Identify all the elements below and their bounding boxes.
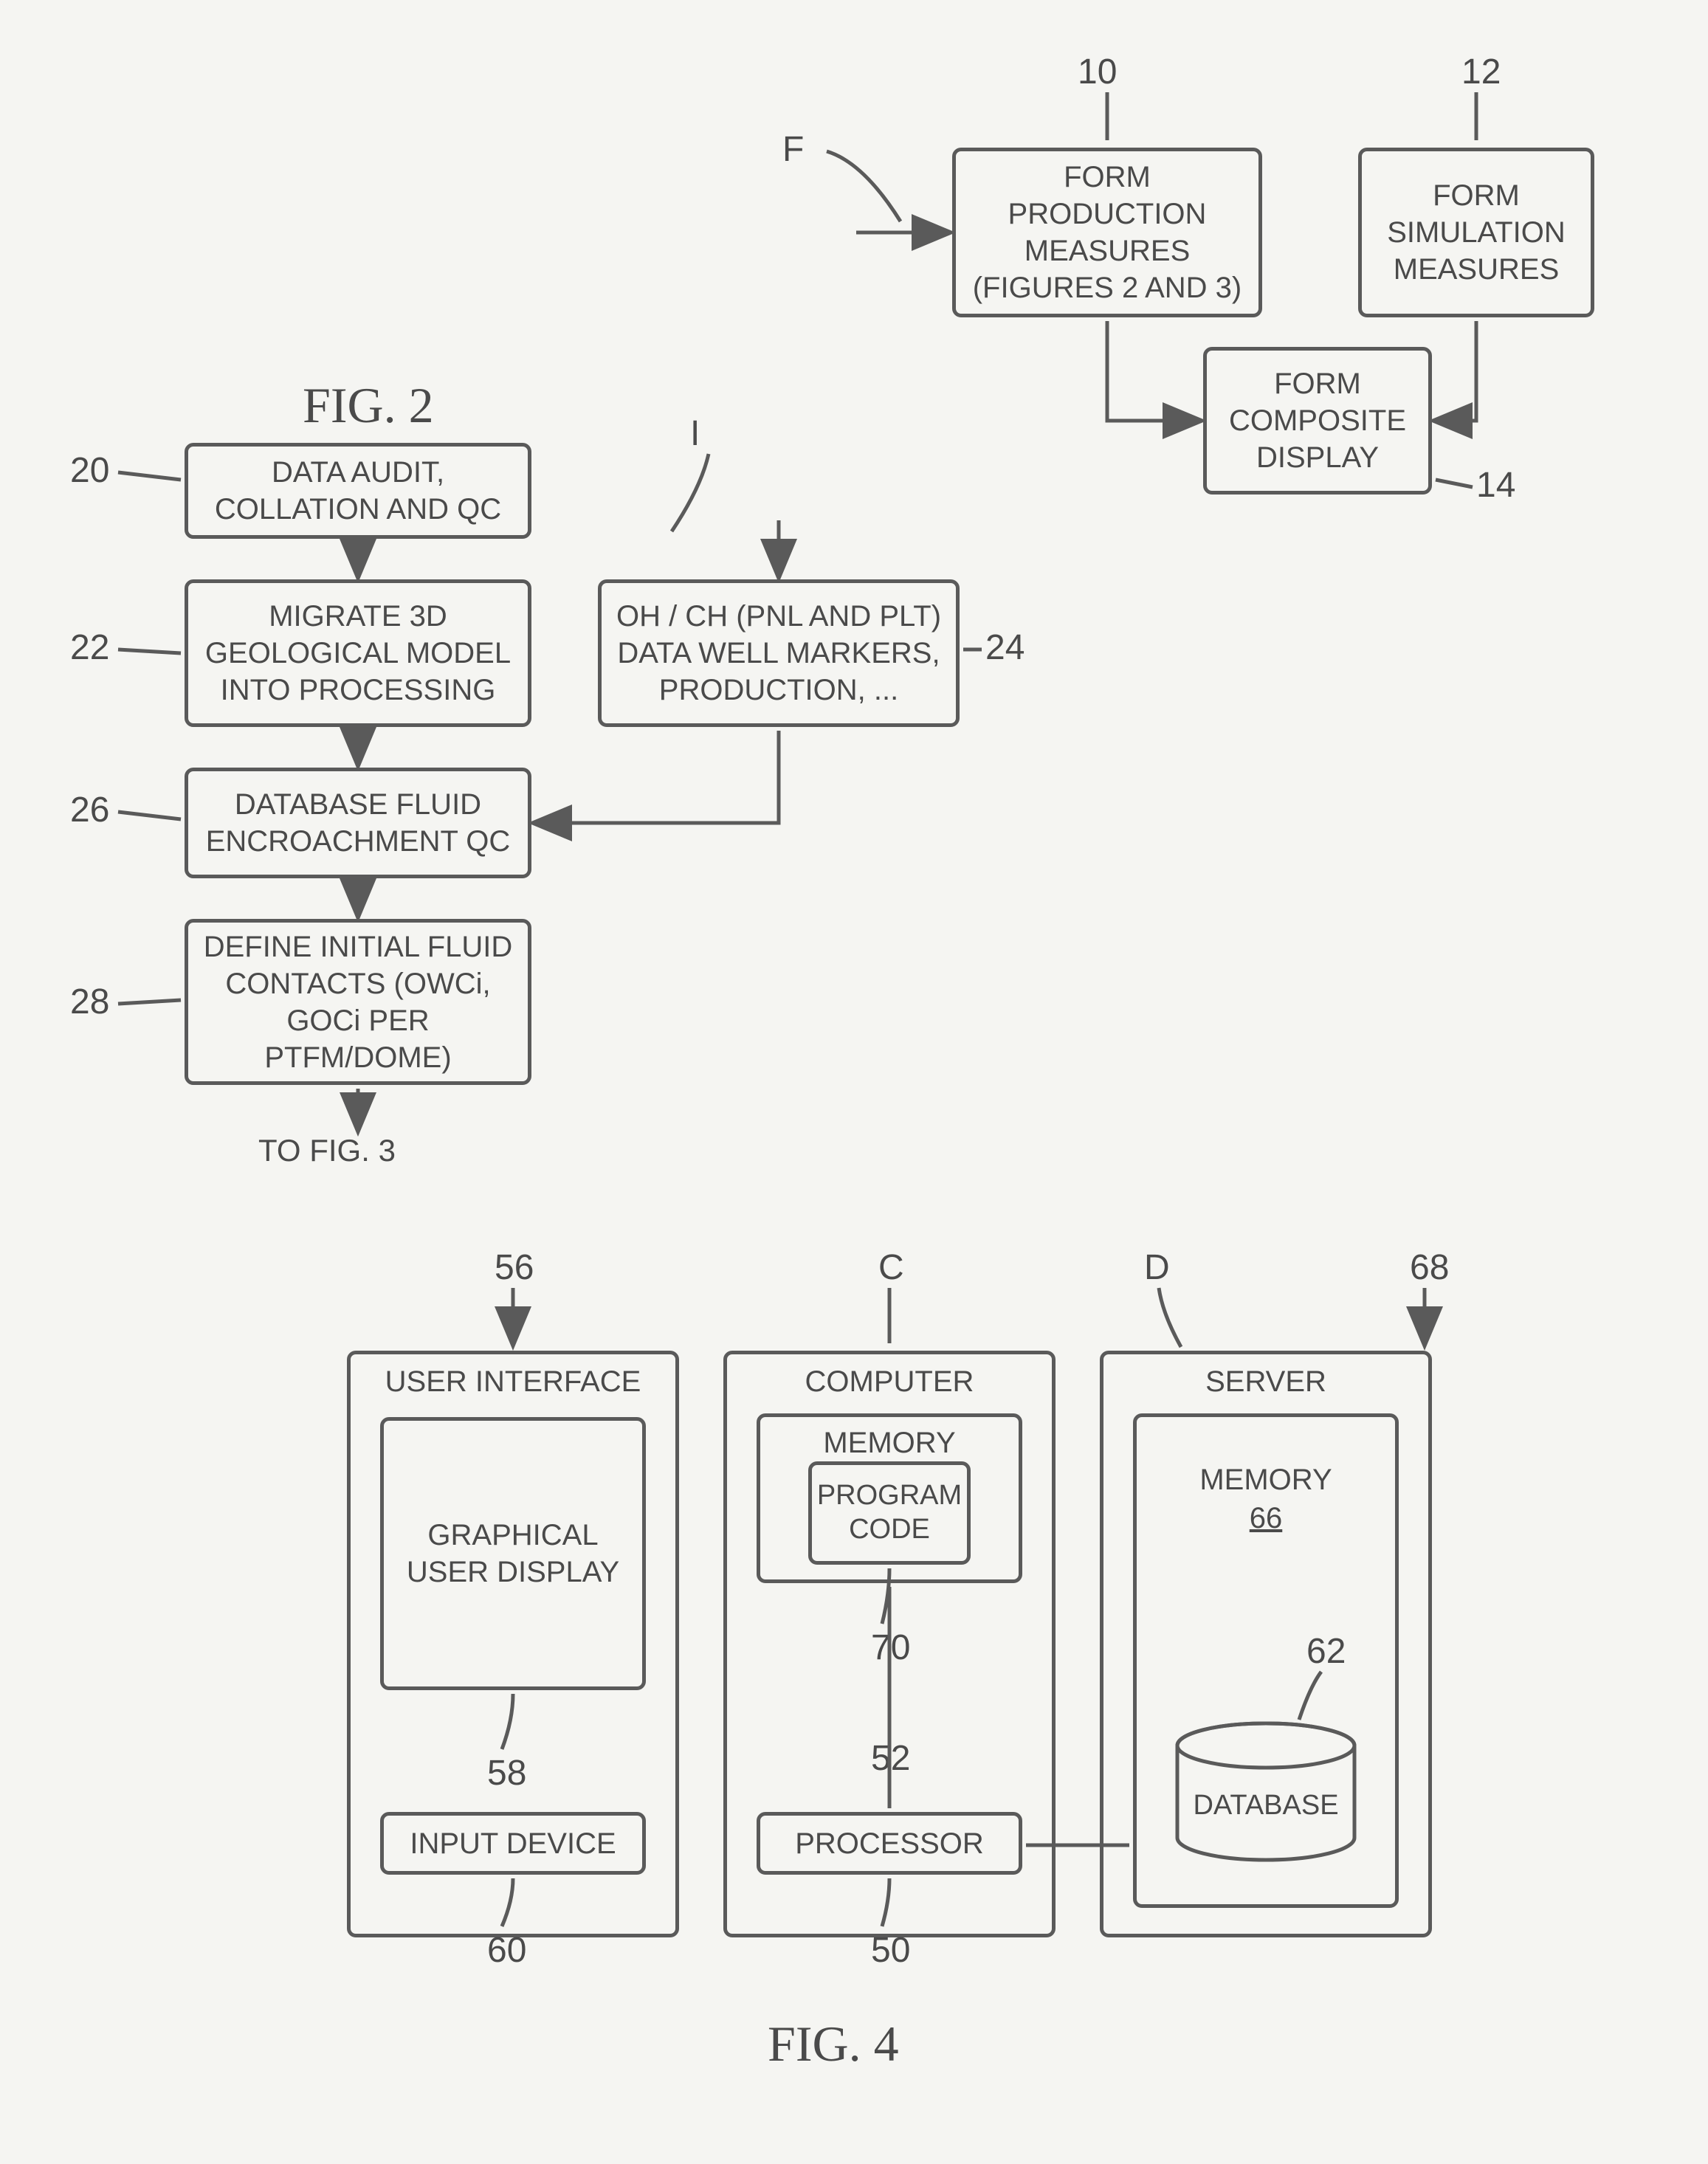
memory-title: MEMORY: [823, 1424, 955, 1461]
ref-20: 20: [70, 450, 109, 491]
ref-22: 22: [70, 627, 109, 668]
box-migrate-3d: MIGRATE 3D GEOLOGICAL MODEL INTO PROCESS…: [185, 579, 531, 727]
box-migrate-3d-text: MIGRATE 3D GEOLOGICAL MODEL INTO PROCESS…: [202, 598, 514, 709]
ref-56: 56: [495, 1247, 534, 1288]
label-F: F: [782, 129, 804, 170]
box-oh-ch: OH / CH (PNL AND PLT) DATA WELL MARKERS,…: [598, 579, 960, 727]
ref-12: 12: [1461, 52, 1501, 92]
box-program-code: PROGRAM CODE: [808, 1461, 971, 1565]
box-database-fluid-text: DATABASE FLUID ENCROACHMENT QC: [202, 786, 514, 860]
computer-title: COMPUTER: [727, 1363, 1052, 1400]
ui-title: USER INTERFACE: [351, 1363, 675, 1400]
ref-50: 50: [871, 1930, 910, 1971]
box-define-initial: DEFINE INITIAL FLUID CONTACTS (OWCi, GOC…: [185, 919, 531, 1085]
db-text: DATABASE: [1193, 1790, 1338, 1821]
box-data-audit: DATA AUDIT, COLLATION AND QC: [185, 443, 531, 539]
ref-10: 10: [1078, 52, 1117, 92]
ref-14: 14: [1476, 465, 1515, 506]
box-database-fluid: DATABASE FLUID ENCROACHMENT QC: [185, 768, 531, 878]
box-form-simulation: FORM SIMULATION MEASURES: [1358, 148, 1594, 317]
ref-60: 60: [487, 1930, 526, 1971]
pcode-text: PROGRAM CODE: [817, 1479, 962, 1546]
box-gud: GRAPHICAL USER DISPLAY: [380, 1417, 646, 1690]
database-icon: DATABASE: [1170, 1720, 1362, 1871]
box-input-device: INPUT DEVICE: [380, 1812, 646, 1875]
diagram-canvas: F FIG. 1 10 FORM PRODUCTION MEASURES (FI…: [30, 30, 1678, 2134]
ref-58: 58: [487, 1753, 526, 1793]
box-processor: PROCESSOR: [757, 1812, 1022, 1875]
ref-52: 52: [871, 1738, 910, 1779]
server-title: SERVER: [1103, 1363, 1428, 1400]
box-form-simulation-text: FORM SIMULATION MEASURES: [1375, 177, 1577, 288]
box-oh-ch-text: OH / CH (PNL AND PLT) DATA WELL MARKERS,…: [615, 598, 943, 709]
label-D: D: [1144, 1247, 1170, 1288]
ref-70: 70: [871, 1627, 910, 1668]
ref-24: 24: [985, 627, 1025, 668]
label-C: C: [878, 1247, 904, 1288]
box-form-production-text: FORM PRODUCTION MEASURES (FIGURES 2 AND …: [969, 159, 1245, 306]
fig4-title: FIG. 4: [768, 2015, 899, 2073]
box-data-audit-text: DATA AUDIT, COLLATION AND QC: [202, 454, 514, 528]
box-form-production: FORM PRODUCTION MEASURES (FIGURES 2 AND …: [952, 148, 1262, 317]
smem-text: MEMORY: [1199, 1461, 1332, 1498]
box-form-composite: FORM COMPOSITE DISPLAY: [1203, 347, 1432, 495]
tofig3-label: TO FIG. 3: [258, 1133, 396, 1168]
proc-text: PROCESSOR: [795, 1825, 984, 1862]
ref-62: 62: [1306, 1631, 1346, 1672]
fig2-title: FIG. 2: [303, 376, 434, 435]
box-define-initial-text: DEFINE INITIAL FLUID CONTACTS (OWCi, GOC…: [202, 928, 514, 1076]
label-I: I: [690, 413, 700, 454]
gud-text: GRAPHICAL USER DISPLAY: [394, 1517, 632, 1591]
box-form-composite-text: FORM COMPOSITE DISPLAY: [1220, 365, 1415, 476]
smem-ref: 66: [1250, 1500, 1283, 1537]
ref-26: 26: [70, 790, 109, 830]
ref-28: 28: [70, 982, 109, 1022]
ref-68: 68: [1410, 1247, 1449, 1288]
input-text: INPUT DEVICE: [410, 1825, 616, 1862]
